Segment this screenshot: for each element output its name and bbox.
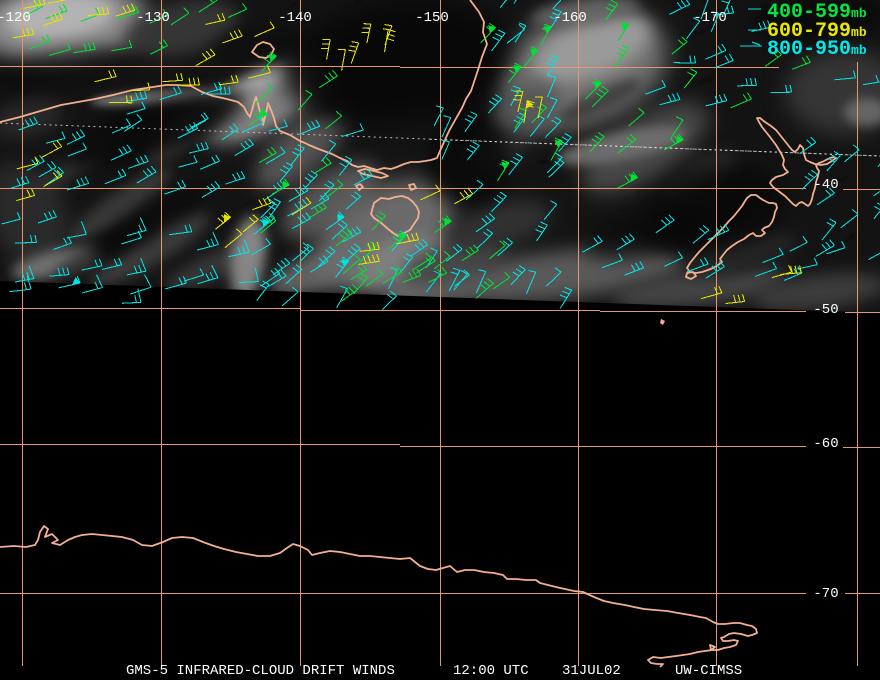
svg-text:-130: -130 (136, 10, 170, 26)
svg-text:800-950mb: 800-950mb (767, 38, 867, 61)
svg-text:GMS-5 INFRARED-CLOUD DRIFT WIN: GMS-5 INFRARED-CLOUD DRIFT WINDS (126, 663, 395, 679)
svg-text:-70: -70 (813, 586, 838, 602)
svg-text:-60: -60 (813, 436, 838, 452)
svg-text:31JUL02: 31JUL02 (562, 663, 621, 679)
svg-text:-160: -160 (553, 10, 587, 26)
svg-text:-170: -170 (693, 10, 727, 26)
svg-text:600-799mb: 600-799mb (767, 20, 867, 43)
svg-text:-50: -50 (813, 302, 838, 318)
svg-text:UW-CIMSS: UW-CIMSS (675, 663, 742, 679)
svg-text:400-599mb: 400-599mb (767, 1, 867, 24)
svg-text:-120: -120 (0, 10, 31, 26)
svg-text:-150: -150 (415, 10, 449, 26)
svg-text:-40: -40 (813, 177, 838, 193)
svg-text:12:00 UTC: 12:00 UTC (453, 663, 529, 679)
svg-text:-140: -140 (278, 10, 312, 26)
